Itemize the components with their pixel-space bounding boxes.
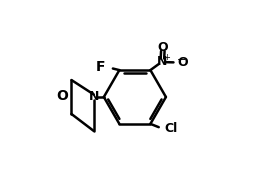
Text: N: N <box>89 90 99 104</box>
Text: O: O <box>56 89 68 103</box>
Text: Cl: Cl <box>164 122 178 135</box>
Text: +: + <box>163 53 170 62</box>
Text: O: O <box>177 56 188 69</box>
Text: −: − <box>177 55 187 65</box>
Text: N: N <box>157 55 168 68</box>
Text: F: F <box>95 60 105 74</box>
Text: O: O <box>157 41 168 54</box>
